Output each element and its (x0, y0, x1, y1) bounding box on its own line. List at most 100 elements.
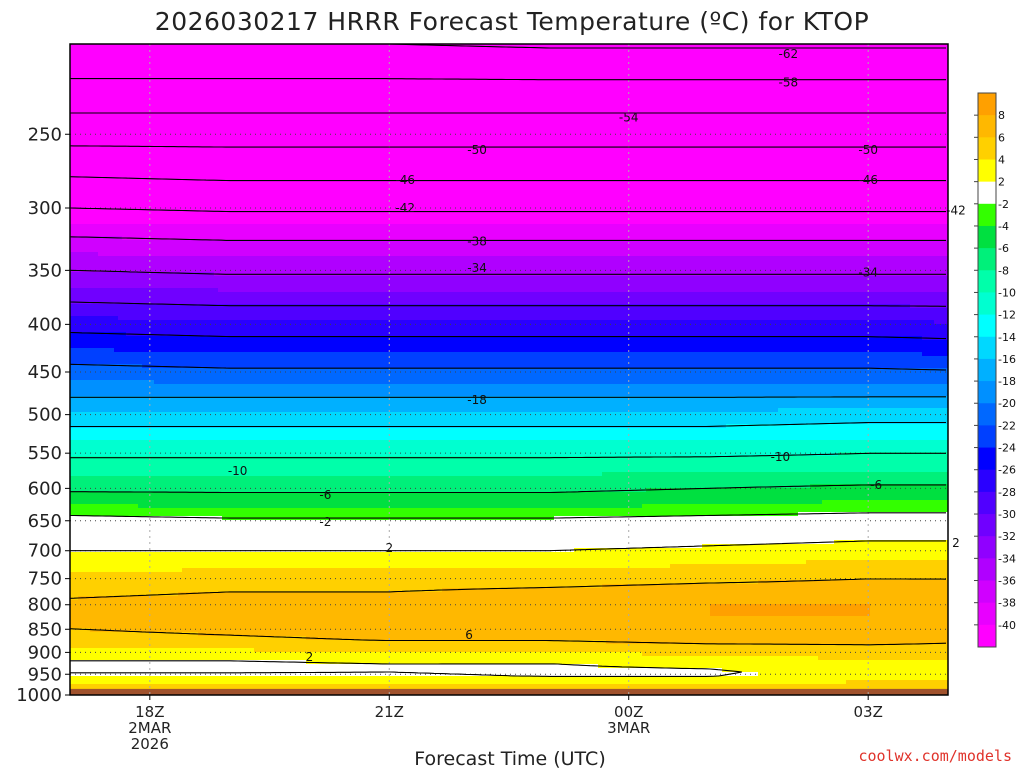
colorbar-swatch (978, 602, 996, 626)
temperature-fill-cell (70, 124, 948, 129)
temperature-fill-cell (70, 584, 603, 589)
temperature-fill-cell (70, 404, 948, 409)
temperature-fill-cell (70, 68, 948, 73)
temperature-fill-cell (70, 132, 948, 137)
temperature-fill-cell (70, 380, 155, 385)
temperature-fill-cell (70, 588, 443, 593)
temperature-fill-cell (70, 96, 948, 101)
colorbar-label: 6 (998, 131, 1005, 144)
x-tick-label: 2026 (131, 735, 169, 753)
temperature-fill-cell (70, 612, 711, 617)
temperature-fill-cell (70, 336, 923, 341)
temperature-fill-cell (70, 128, 948, 133)
temperature-fill-cell (254, 648, 948, 653)
temperature-fill-cell (70, 180, 948, 185)
temperature-fill-cell (606, 640, 948, 645)
colorbar-swatch (978, 248, 996, 271)
temperature-fill-cell (70, 220, 948, 225)
temperature-fill-cell (70, 196, 948, 201)
y-tick-label: 600 (28, 478, 62, 499)
temperature-fill-cell (70, 160, 948, 165)
temperature-fill-cell (642, 504, 948, 509)
temperature-fill-cell (70, 176, 948, 181)
colorbar-swatch (978, 336, 996, 360)
temperature-fill-cell (70, 496, 948, 501)
temperature-fill-cell (70, 616, 948, 621)
colorbar-label: 4 (998, 153, 1005, 166)
temperature-fill-cell (70, 136, 948, 141)
temperature-fill-cell (70, 56, 948, 61)
temperature-fill-cell (70, 236, 123, 241)
temperature-fill-cell (70, 76, 948, 81)
temperature-fill-cell (70, 292, 948, 297)
y-tick-label: 400 (28, 314, 62, 335)
temperature-fill-cell (70, 188, 948, 193)
temperature-fill-cell (598, 664, 948, 669)
temperature-fill-cell (70, 444, 948, 449)
contour-label: -6 (870, 478, 882, 492)
temperature-fill-cell (70, 352, 923, 357)
temperature-fill-cell (70, 396, 948, 401)
temperature-fill-cell (442, 588, 948, 593)
colorbar-label: -12 (998, 309, 1016, 322)
contour-label: 2 (385, 541, 393, 555)
temperature-fill-cell (70, 636, 307, 641)
contour-label: -18 (467, 393, 487, 407)
temperature-fill-cell (70, 224, 948, 229)
contour-label: -2 (319, 515, 331, 529)
temperature-fill-cell (70, 120, 948, 125)
temperature-fill-cell (670, 564, 948, 569)
temperature-fill-cell (70, 232, 948, 237)
temperature-fill-cell (70, 240, 948, 245)
temperature-fill-cell (70, 184, 948, 189)
temperature-fill-cell (806, 560, 948, 565)
temperature-fill-cell (70, 340, 948, 345)
contour-label: 6 (465, 628, 473, 642)
colorbar-label: -20 (998, 397, 1016, 410)
contour-line-neg14 (70, 421, 946, 428)
y-tick-label: 500 (28, 405, 62, 426)
colorbar-swatch (978, 425, 996, 449)
temperature-fill-cell (642, 652, 948, 657)
temperature-fill-cell (70, 276, 948, 281)
x-axis-label: Forecast Time (UTC) (414, 748, 605, 768)
temperature-fill-cell (70, 308, 948, 313)
colorbar-swatch (978, 225, 996, 249)
temperature-fill-cell (70, 528, 948, 533)
temperature-fill-cell (70, 416, 948, 421)
temperature-fill-cell (870, 608, 948, 613)
colorbar-label: -38 (998, 597, 1016, 610)
temperature-fill-cell (70, 460, 948, 465)
temperature-fill-cell (70, 172, 948, 177)
temperature-fill-cell (70, 448, 948, 453)
temperature-fill-cell (726, 424, 948, 429)
temperature-fill-cell (70, 60, 948, 65)
temperature-fill-cell (98, 252, 948, 257)
temperature-fill-cell (218, 288, 948, 293)
temperature-fill-cell (70, 432, 948, 437)
colorbar-label: -6 (998, 242, 1009, 255)
temperature-fill-cell (70, 244, 948, 249)
temperature-fill-cell (70, 332, 127, 337)
temperature-fill-cell (70, 116, 948, 121)
x-tick-label: 00Z (614, 703, 643, 721)
x-tick-label: 03Z (853, 703, 882, 721)
temperature-fill-cell (70, 604, 711, 609)
temperature-fill-cell (70, 156, 948, 161)
temperature-fill-cell (70, 64, 948, 69)
temperature-fill-cell (70, 464, 948, 469)
temperature-fill-cell (70, 628, 91, 633)
temperature-fill-cell (138, 504, 643, 509)
x-tick-label: 2MAR (128, 719, 171, 737)
temperature-fill-cell (70, 632, 199, 637)
temperature-fill-cell (70, 504, 139, 509)
temperature-fill-cell (70, 600, 948, 605)
temperature-fill-cell (70, 412, 948, 417)
temperature-fill-cell (710, 608, 871, 613)
temperature-fill-cell (70, 272, 215, 277)
temperature-fill-cell (118, 316, 948, 321)
contour-labels: -62-58-58-54-54-50-50-50-46-46-46-42-42-… (228, 47, 966, 664)
temperature-fill-cell (70, 532, 948, 537)
temperature-fill-cell (70, 376, 948, 381)
colorbar-swatch (978, 181, 996, 205)
